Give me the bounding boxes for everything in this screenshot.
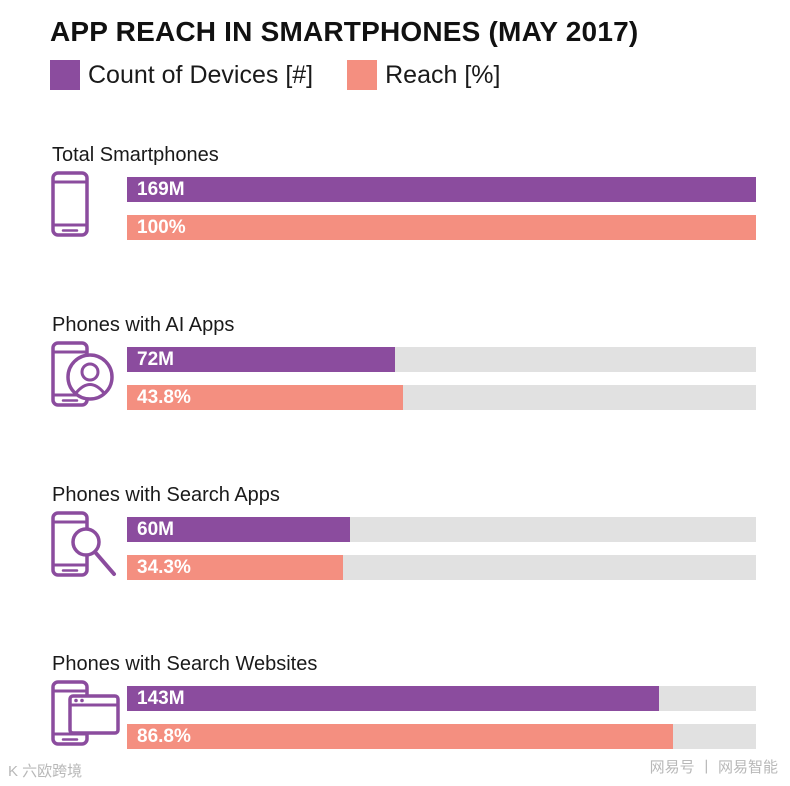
reach-track: 34.3%: [127, 555, 756, 580]
phone-search-icon: [48, 510, 120, 582]
count-track: 143M: [127, 686, 756, 711]
category-label: Phones with Search Apps: [52, 484, 280, 506]
reach-value-label: 43.8%: [137, 387, 191, 408]
reach-track: 100%: [127, 215, 756, 240]
bar-group: Phones with AI Apps 72M 43.8%: [0, 314, 790, 444]
category-label: Total Smartphones: [52, 144, 219, 166]
count-track: 169M: [127, 177, 756, 202]
phone-icon: [48, 170, 120, 242]
legend-item-count: Count of Devices [#]: [50, 60, 313, 90]
bar-group: Phones with Search Apps 60M 34.3%: [0, 484, 790, 614]
count-value-label: 60M: [137, 519, 174, 540]
reach-bar: [127, 385, 403, 410]
count-bar: [127, 686, 659, 711]
legend-label-count: Count of Devices [#]: [88, 60, 314, 89]
count-bar: [127, 347, 395, 372]
chart-title: APP REACH IN SMARTPHONES (MAY 2017): [50, 16, 639, 47]
reach-track: 43.8%: [127, 385, 756, 410]
reach-track: 86.8%: [127, 724, 756, 749]
reach-value-label: 34.3%: [137, 557, 191, 578]
bar-group: Total Smartphones 169M 100%: [0, 144, 790, 274]
legend-swatch-count: [50, 60, 80, 90]
count-track: 72M: [127, 347, 756, 372]
count-value-label: 169M: [137, 179, 185, 200]
watermark-right: 网易号 丨 网易智能: [649, 759, 778, 776]
count-bar: [127, 517, 350, 542]
legend-label-reach: Reach [%]: [385, 60, 501, 89]
bar-group: Phones with Search Websites 143M 86.8%: [0, 653, 790, 783]
reach-bar: [127, 215, 756, 240]
category-label: Phones with AI Apps: [52, 314, 235, 336]
reach-value-label: 86.8%: [137, 726, 191, 747]
category-label: Phones with Search Websites: [52, 653, 318, 675]
count-bar: [127, 177, 756, 202]
legend-item-reach: Reach [%]: [347, 60, 500, 90]
reach-bar: [127, 724, 673, 749]
reach-bar: [127, 555, 343, 580]
legend-swatch-reach: [347, 60, 378, 90]
count-track: 60M: [127, 517, 756, 542]
legend: Count of Devices [#] Reach [%]: [50, 58, 534, 92]
count-value-label: 143M: [137, 688, 185, 709]
phone-browser-icon: [48, 679, 120, 751]
phone-person-icon: [48, 340, 120, 412]
reach-value-label: 100%: [137, 217, 186, 238]
watermark-left: K 六欧跨境: [8, 763, 83, 780]
count-value-label: 72M: [137, 349, 174, 370]
